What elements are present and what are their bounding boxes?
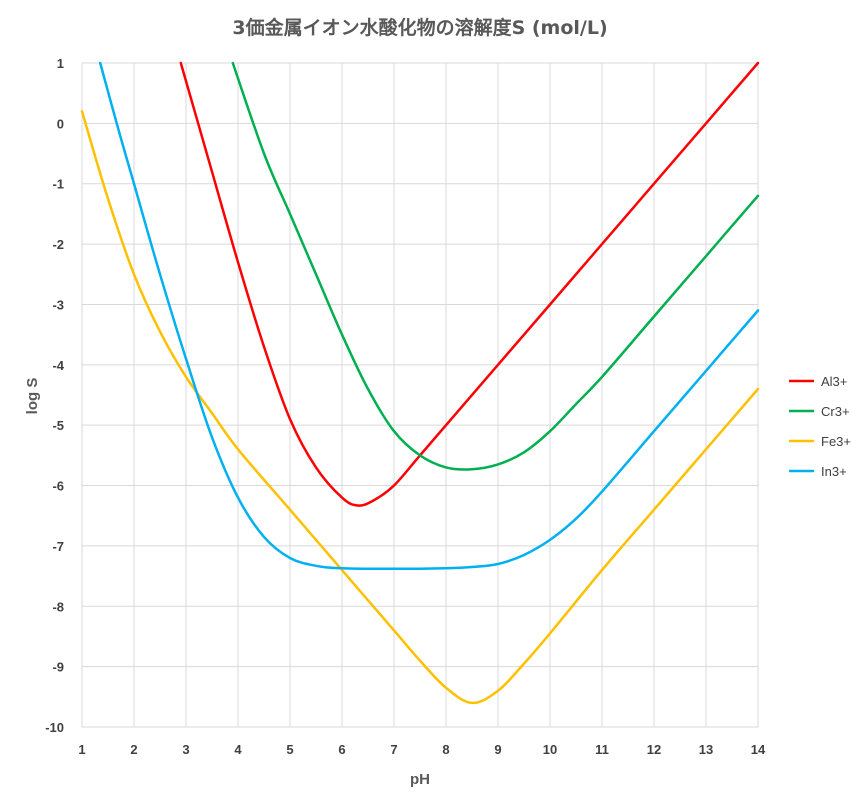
x-tick-label: 11 <box>595 742 609 757</box>
y-tick-label: -10 <box>45 720 64 735</box>
x-tick-label: 8 <box>442 742 449 757</box>
legend-label: Cr3+ <box>821 404 850 419</box>
series-line-al3- <box>179 61 760 507</box>
grid <box>81 62 759 728</box>
x-tick-label: 2 <box>130 742 137 757</box>
y-tick-label: -1 <box>52 177 64 192</box>
y-tick-label: -5 <box>52 418 64 433</box>
x-tick-label: 6 <box>338 742 345 757</box>
y-tick-label: -8 <box>52 599 64 614</box>
y-tick-label: -6 <box>52 479 64 494</box>
x-axis-title: pH <box>410 771 430 788</box>
tick-labels: 1 2 3 4 5 6 7 8 9 10 11 12 13 1410-1-2-3-4-5-6-7-8-9-… <box>45 56 766 757</box>
series-line-fe3- <box>80 110 760 705</box>
series-line-in3- <box>98 61 760 571</box>
y-tick-label: -3 <box>52 297 64 312</box>
x-tick-label: 4 <box>234 742 242 757</box>
series-line-cr3- <box>231 61 760 471</box>
y-tick-label: 0 <box>57 116 64 131</box>
x-tick-label: 3 <box>182 742 189 757</box>
y-tick-label: -2 <box>52 237 64 252</box>
legend-label: Al3+ <box>821 374 847 389</box>
x-tick-label: 5 <box>286 742 293 757</box>
legend-label: In3+ <box>821 464 847 479</box>
x-tick-label: 13 <box>699 742 713 757</box>
series-lines <box>80 61 760 705</box>
y-tick-label: -7 <box>52 539 64 554</box>
y-tick-label: -4 <box>52 358 64 373</box>
chart-title: 3価金属イオン水酸化物の溶解度S (mol/L) <box>232 16 607 39</box>
y-axis-title: log S <box>24 378 41 415</box>
x-tick-label: 12 <box>647 742 661 757</box>
legend-label: Fe3+ <box>821 434 851 449</box>
x-tick-label: 1 <box>78 742 85 757</box>
x-tick-label: 10 <box>543 742 557 757</box>
y-tick-label: 1 <box>57 56 64 71</box>
legend: Al3+ Cr3+ Fe3+ In3+ <box>789 374 851 479</box>
x-tick-label: 7 <box>390 742 397 757</box>
x-tick-label: 14 <box>751 742 766 757</box>
y-tick-label: -9 <box>52 660 64 675</box>
x-tick-label: 9 <box>494 742 501 757</box>
